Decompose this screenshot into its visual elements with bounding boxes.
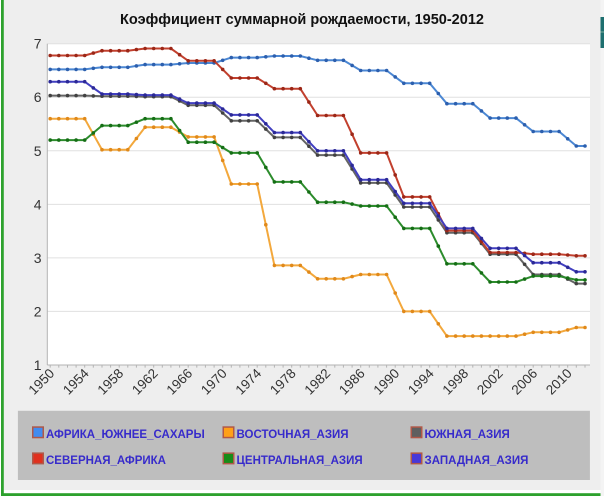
svg-text:5: 5 [34,143,42,159]
svg-text:СЕВЕРНАЯ_АФРИКА: СЕВЕРНАЯ_АФРИКА [46,455,166,467]
svg-text:Коэффициент суммарной рождаемо: Коэффициент суммарной рождаемости, 1950-… [120,12,484,28]
svg-text:ЗАПАДНАЯ_АЗИЯ: ЗАПАДНАЯ_АЗИЯ [425,455,529,467]
svg-text:3: 3 [34,250,42,266]
svg-text:ЦЕНТРАЛЬНАЯ_АЗИЯ: ЦЕНТРАЛЬНАЯ_АЗИЯ [237,455,363,467]
svg-text:ВОСТОЧНАЯ_АЗИЯ: ВОСТОЧНАЯ_АЗИЯ [237,429,349,441]
svg-text:2: 2 [34,303,42,319]
svg-text:6: 6 [34,89,42,105]
svg-text:ЮЖНАЯ_АЗИЯ: ЮЖНАЯ_АЗИЯ [425,429,510,441]
svg-text:АФРИКА_ЮЖНЕЕ_САХАРЫ: АФРИКА_ЮЖНЕЕ_САХАРЫ [46,429,205,441]
svg-text:4: 4 [34,196,42,212]
svg-text:7: 7 [34,36,42,52]
